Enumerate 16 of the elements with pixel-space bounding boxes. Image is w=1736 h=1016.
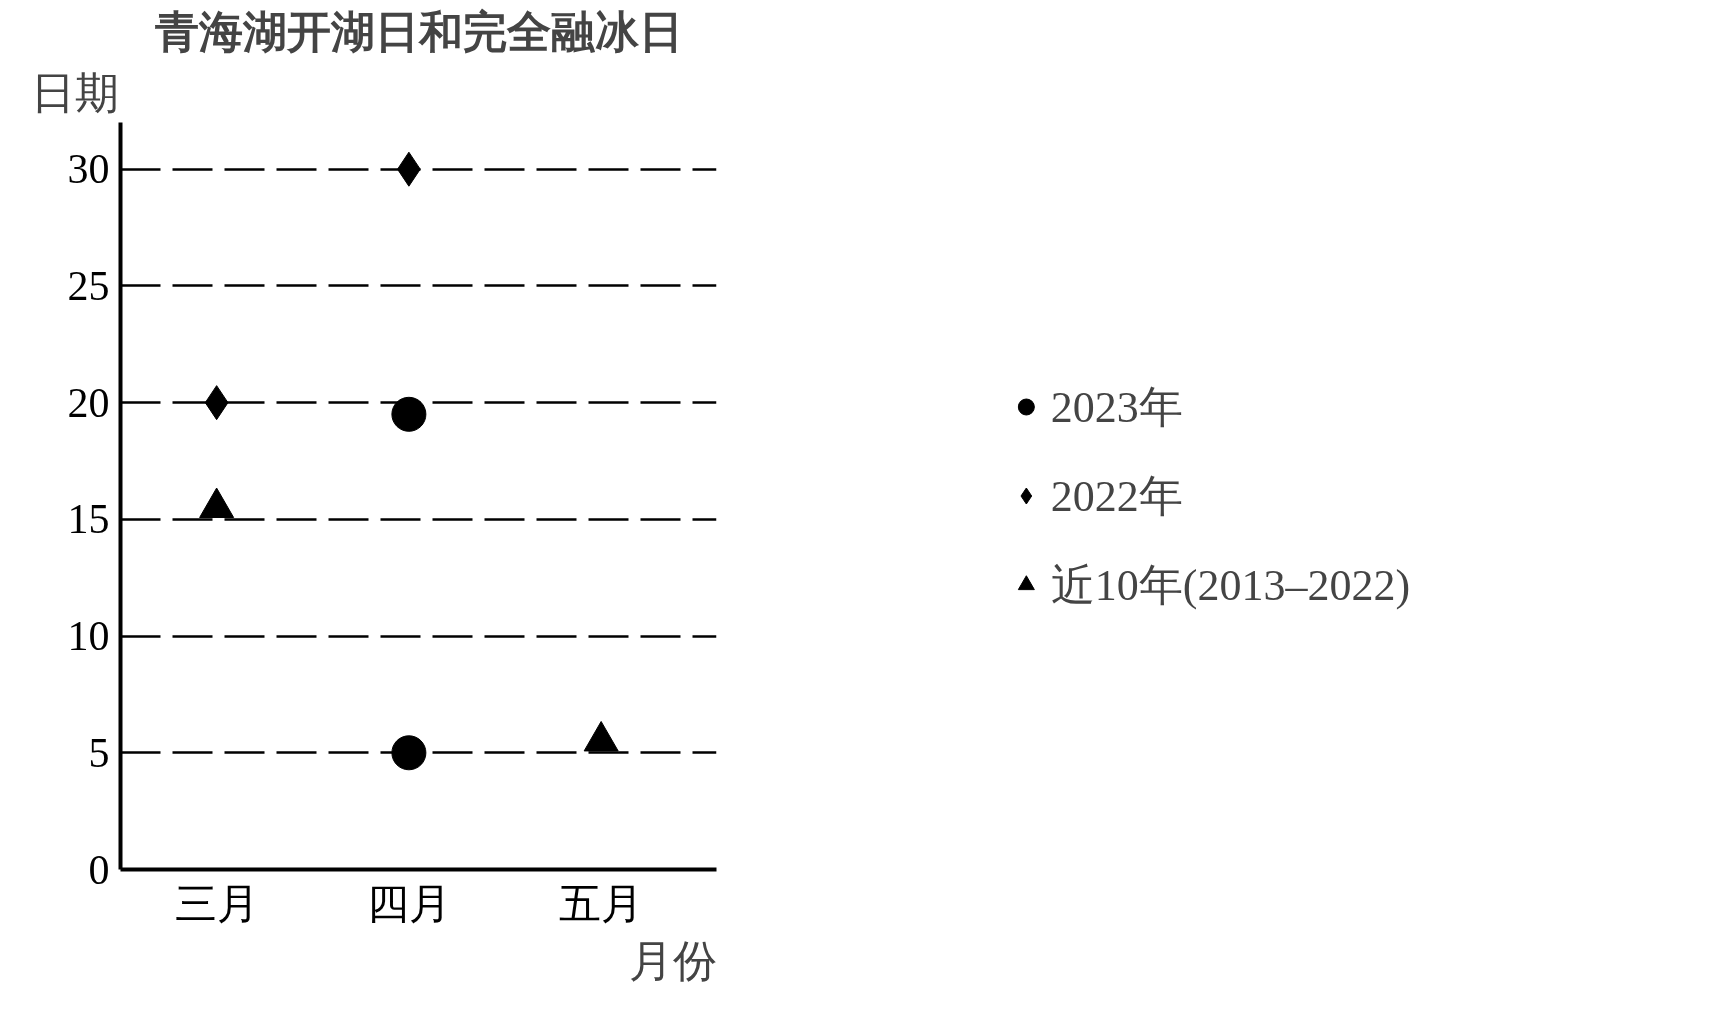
- legend-label: 近10年(2013–2022): [1050, 559, 1411, 612]
- x-axis-title: 月份: [628, 936, 717, 986]
- y-tick-label: 20: [67, 379, 110, 426]
- y-axis-title: 日期: [30, 68, 119, 118]
- x-tick-label: 四月: [366, 880, 451, 927]
- y-tick-label: 30: [67, 146, 110, 193]
- legend-label: 2022年: [1050, 470, 1183, 522]
- y-tick-label: 25: [67, 262, 110, 309]
- y-tick-label: 5: [88, 729, 110, 776]
- x-tick-label: 五月: [559, 880, 644, 927]
- y-tick-label: 10: [67, 613, 110, 660]
- chart-title: 青海湖开湖日和完全融冰日: [153, 7, 683, 57]
- y-tick-label: 0: [88, 846, 110, 893]
- y-tick-label: 15: [67, 496, 110, 543]
- legend-label: 2023年: [1050, 381, 1183, 433]
- x-tick-label: 三月: [174, 880, 259, 927]
